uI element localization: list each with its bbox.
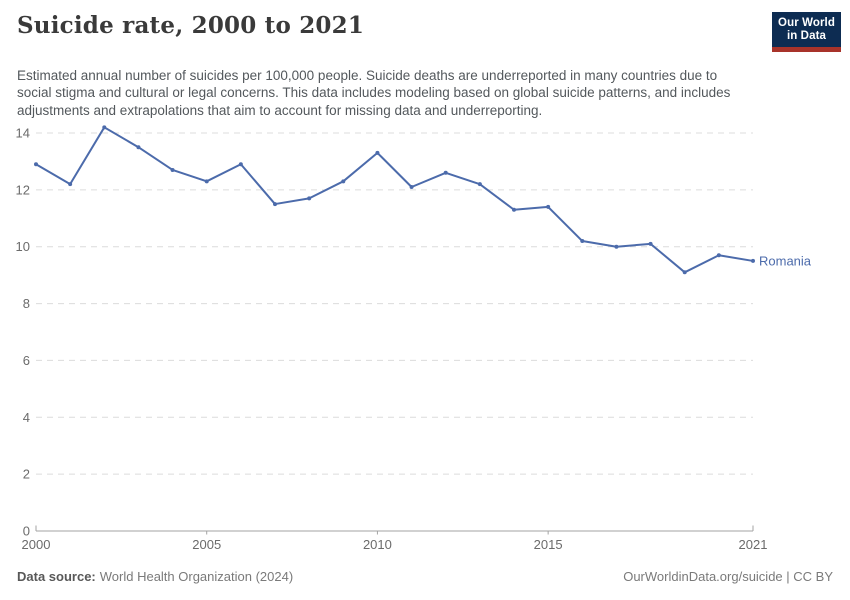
data-point — [409, 185, 414, 190]
chart-subtitle: Estimated annual number of suicides per … — [17, 67, 731, 118]
data-point — [238, 162, 243, 167]
credit-link[interactable]: OurWorldinData.org/suicide | CC BY — [623, 569, 833, 584]
data-point — [614, 244, 619, 249]
footer: Data source: World Health Organization (2… — [17, 569, 833, 584]
data-point — [716, 253, 721, 258]
data-source-value: World Health Organization (2024) — [99, 569, 294, 584]
data-point — [204, 179, 209, 184]
y-tick-label: 10 — [16, 239, 30, 254]
series-label-romania: Romania — [759, 253, 812, 268]
data-point — [68, 182, 73, 187]
data-point — [273, 202, 277, 207]
y-tick-label: 4 — [23, 410, 30, 425]
data-point — [34, 162, 38, 167]
chart-svg: 0 2 4 6 8 10 12 14 2000 2005 2010 2015 2021 Romania — [16, 125, 812, 552]
data-point — [477, 182, 482, 187]
owid-logo: Our World in Data — [772, 12, 841, 52]
data-point — [751, 258, 755, 263]
y-tick-label: 6 — [23, 353, 30, 368]
data-point — [102, 125, 107, 130]
x-tick-label: 2000 — [22, 537, 51, 552]
data-point — [307, 196, 312, 201]
chart-title: Suicide rate, 2000 to 2021 — [17, 12, 365, 39]
data-point — [682, 270, 687, 275]
y-tick-label: 0 — [23, 524, 30, 539]
data-line-romania — [35, 126, 754, 274]
x-tick-label: 2005 — [192, 537, 221, 552]
x-tick-label: 2010 — [363, 537, 392, 552]
owid-logo-line1: Our World — [778, 17, 835, 29]
x-tick-label: 2015 — [534, 537, 563, 552]
data-point — [341, 179, 346, 184]
y-tick-label: 14 — [16, 126, 30, 141]
data-point — [375, 150, 380, 155]
data-point — [546, 204, 551, 209]
data-point — [648, 241, 653, 246]
owid-logo-line2: in Data — [786, 30, 827, 42]
data-point — [136, 145, 141, 150]
y-tick-label: 2 — [23, 467, 30, 482]
data-source: Data source: World Health Organization (2… — [17, 569, 293, 584]
data-point — [580, 239, 585, 244]
x-tick-label: 2021 — [739, 537, 768, 552]
y-tick-label: 8 — [23, 296, 30, 311]
y-tick-label: 12 — [16, 182, 30, 197]
data-point — [443, 170, 448, 175]
data-point — [170, 167, 175, 172]
data-point — [512, 207, 516, 212]
data-source-label: Data source: — [17, 569, 96, 584]
